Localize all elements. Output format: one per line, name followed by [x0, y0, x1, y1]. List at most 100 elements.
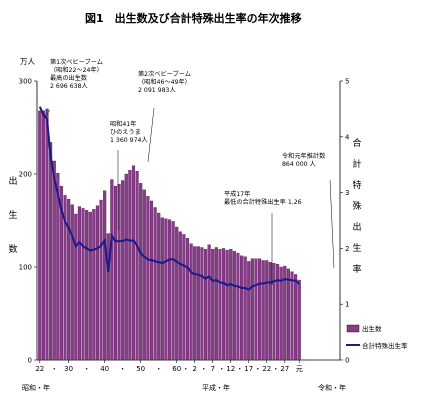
x-tick-label: 30 [64, 365, 73, 373]
annotation-line: 最高の出生数 [50, 74, 88, 82]
x-tick-label: 60 [172, 365, 181, 373]
annotation-line: 第2次ベビーブーム [138, 70, 191, 78]
x-tick-label: 50 [136, 365, 145, 373]
bar-1953 [59, 185, 63, 361]
bar-1951 [52, 160, 56, 361]
bar-1988 [185, 238, 190, 361]
bar-1963 [95, 205, 99, 361]
x-era-heisei: 平成・年 [202, 383, 230, 392]
right-axis-label: 合計特殊出生率 [352, 137, 361, 275]
bar-2002 [236, 252, 240, 361]
bar-1982 [164, 218, 168, 361]
left-axis-label-char: 生 [8, 209, 17, 221]
birth-bars [38, 108, 301, 361]
bar-1962 [92, 209, 96, 361]
left-axis-unit: 万人 [20, 57, 35, 66]
annotation-line: （昭和46～49年） [138, 78, 191, 86]
bar-1967 [110, 179, 114, 361]
bar-2019 [297, 279, 301, 361]
right-tick-label: 3 [345, 189, 349, 197]
bar-2003 [240, 255, 244, 361]
right-tick-label: 0 [345, 357, 349, 365]
bar-1994 [207, 244, 211, 361]
left-tick-label: 0 [28, 357, 32, 365]
annotation-line: 2 696 638人 [50, 83, 88, 90]
bar-2014 [279, 266, 283, 361]
bar-1969 [117, 184, 121, 361]
bar-2018 [294, 274, 298, 361]
bar-1972 [128, 170, 132, 361]
right-axis-label-char: 特 [352, 179, 361, 191]
bar-1968 [113, 185, 118, 361]
bar-1977 [146, 196, 150, 361]
bar-1950 [49, 142, 53, 361]
bar-2000 [229, 249, 233, 361]
legend-swatch-births [346, 324, 360, 333]
annotation-second-baby-boom: 第2次ベビーブーム（昭和46～49年）2 091 983人 [138, 70, 191, 94]
x-tick-label: 2 [192, 365, 196, 373]
bar-1957 [74, 213, 78, 361]
x-tick-separator: ・ [182, 365, 189, 373]
right-tick-label: 1 [345, 301, 349, 309]
bar-1989 [189, 243, 193, 361]
bar-1955 [67, 198, 71, 361]
left-axis-ticks: 0 100 200 300 [19, 78, 37, 365]
bar-1990 [193, 246, 197, 361]
annotation-line: 昭和41年 [110, 120, 136, 128]
bar-2012 [272, 263, 276, 361]
legend-label-tfr: 合計特殊出生率 [362, 341, 408, 350]
tfr-line [38, 106, 300, 291]
bar-1983 [167, 219, 172, 361]
bar-1980 [157, 212, 161, 361]
x-era-showa: 昭和・年 [22, 383, 50, 392]
x-tick-separator: ・ [272, 365, 279, 373]
x-tick-label: 27 [280, 365, 289, 373]
bar-1976 [142, 189, 146, 361]
annotation-line: 最低の合計特殊出生率 1.26 [224, 198, 302, 206]
legend-label-births: 出生数 [362, 324, 382, 333]
bar-1979 [153, 207, 157, 361]
x-tick-separator: ・ [236, 365, 243, 373]
bar-1986 [178, 231, 182, 361]
chart-title: 図1 出生数及び合計特殊出生率の年次推移 [85, 11, 302, 25]
annotation-leader-boom1 [43, 109, 51, 119]
right-tick-label: 5 [345, 78, 349, 86]
bar-1956 [70, 204, 74, 361]
annotation-line: 2 091 983人 [138, 87, 176, 94]
x-tick-label: 22 [262, 365, 271, 373]
right-axis-label-char: 合 [352, 137, 361, 149]
bar-1987 [182, 234, 186, 361]
x-tick-label: 40 [100, 365, 109, 373]
annotation-line: 第1次ベビーブーム [50, 58, 103, 66]
x-tick-separator: ・ [83, 365, 90, 373]
bar-2004 [243, 256, 247, 361]
bar-2008 [258, 258, 262, 361]
bar-1992 [200, 247, 204, 361]
right-tick-label: 2 [345, 245, 349, 253]
bar-2016 [286, 268, 290, 361]
bar-1975 [139, 183, 143, 361]
bar-1995 [211, 249, 215, 361]
bar-2001 [232, 251, 236, 361]
left-tick-label: 100 [19, 264, 32, 272]
legend: 出生数 合計特殊出生率 [346, 324, 408, 350]
bar-1991 [196, 246, 200, 361]
x-tick-separator: ・ [51, 365, 58, 373]
bar-1949 [45, 108, 49, 361]
bar-2007 [254, 258, 258, 361]
bar-1993 [203, 249, 208, 361]
annotation-line: 令和元年推計数 [282, 152, 326, 160]
right-axis-label-char: 計 [352, 158, 361, 170]
bar-1997 [218, 249, 222, 361]
bar-1952 [56, 172, 60, 361]
right-axis-ticks: 0 1 2 3 4 5 [340, 78, 350, 365]
bar-1965 [103, 190, 107, 361]
right-axis-label-char: 率 [352, 263, 361, 275]
annotation-leader-reiwa [329, 179, 335, 269]
x-tick-label: 17 [244, 365, 253, 373]
